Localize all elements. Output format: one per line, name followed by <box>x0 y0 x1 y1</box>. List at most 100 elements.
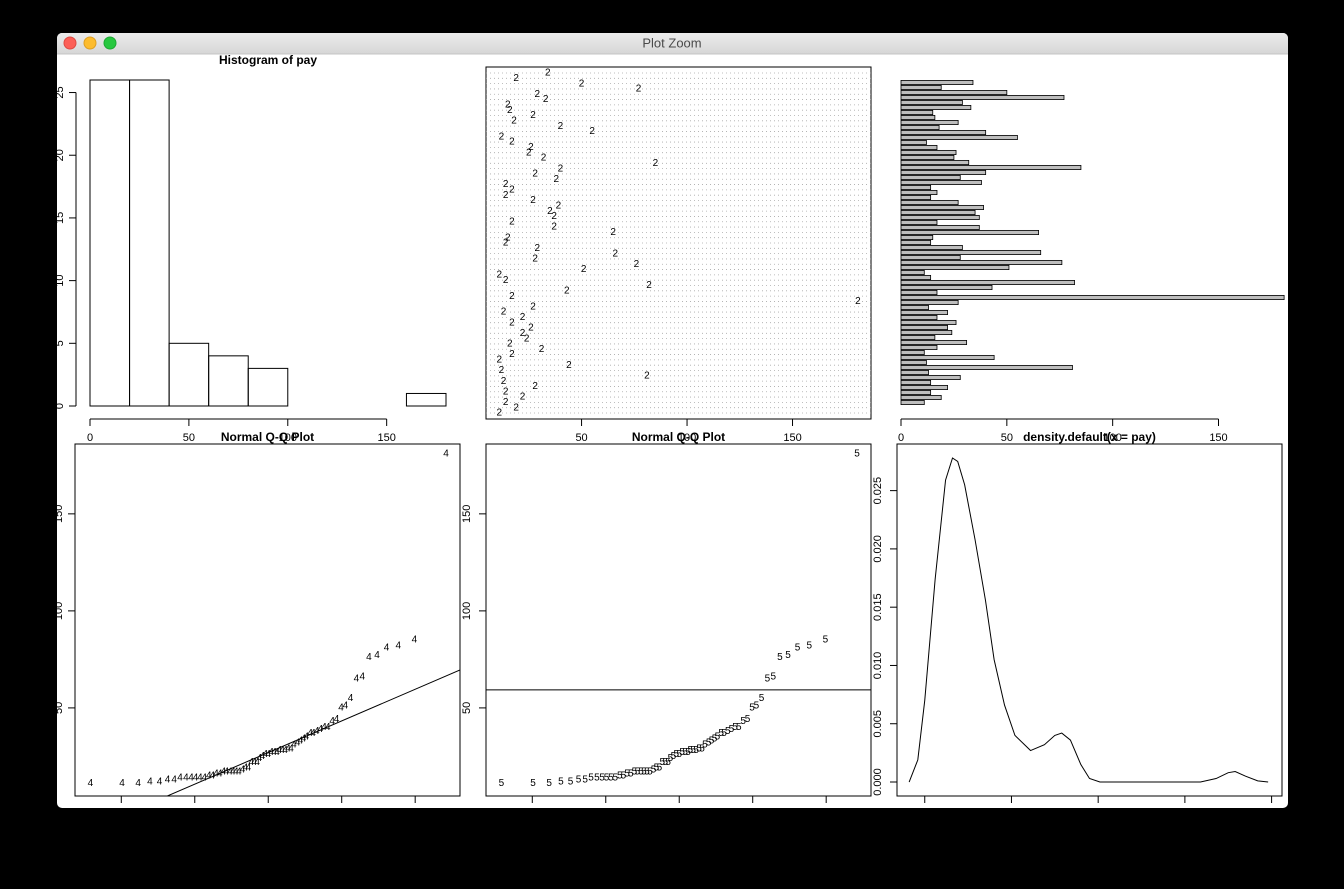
y-tick-label: 100 <box>461 602 473 620</box>
qq-point: 4 <box>343 701 349 712</box>
bar <box>900 369 929 375</box>
dot-marker: 2 <box>497 270 503 281</box>
bar <box>900 224 980 230</box>
qq-point: 5 <box>613 772 619 783</box>
bar <box>900 194 932 200</box>
x-tick-label: 50 <box>1001 432 1013 444</box>
qq-point: 5 <box>706 737 712 748</box>
y-tick-label: 0.010 <box>872 652 884 680</box>
qq-point: 5 <box>668 753 674 764</box>
bar <box>900 85 942 91</box>
dot-marker: 2 <box>545 68 551 79</box>
chart-title: Histogram of pay <box>219 53 317 67</box>
plot-box <box>74 443 461 797</box>
bar <box>900 289 938 295</box>
qq-point: 4 <box>171 774 177 785</box>
qq-point: 5 <box>745 714 751 725</box>
dot-marker: 2 <box>509 349 515 360</box>
bar <box>900 144 938 150</box>
dot-marker: 2 <box>511 115 517 126</box>
dot-marker: 2 <box>505 232 511 243</box>
qq-point: 4 <box>236 767 242 778</box>
qq-point: 5 <box>785 650 791 661</box>
bar <box>900 334 936 340</box>
bar <box>900 80 974 86</box>
qq-point: 4 <box>88 778 94 789</box>
dot-marker: 2 <box>534 89 540 100</box>
y-tick-label: 0.005 <box>872 710 884 738</box>
bar <box>900 164 1082 170</box>
qq-point: 4 <box>295 737 301 748</box>
x-tick-label: 150 <box>377 432 395 444</box>
qq-point: 4 <box>282 745 288 756</box>
bar <box>900 384 948 390</box>
qq-point: 4 <box>251 757 257 768</box>
x-tick-label: 0 <box>898 432 904 444</box>
qq-point: 4 <box>412 635 418 646</box>
qq-point: 4 <box>119 778 125 789</box>
dot-marker: 2 <box>539 344 545 355</box>
panel: 0 50 100 150 <box>898 80 1285 444</box>
dot-marker: 2 <box>532 169 538 180</box>
dot-marker: 2 <box>501 376 507 387</box>
bar <box>900 189 938 195</box>
dot-marker: 2 <box>636 84 642 95</box>
bar <box>900 264 1010 270</box>
bar <box>900 304 929 310</box>
dot-marker: 2 <box>558 121 564 132</box>
bar <box>900 349 925 355</box>
qq-point: 5 <box>732 722 738 733</box>
qq-point: 4 <box>354 673 360 684</box>
qq-point: 4 <box>325 722 331 733</box>
qq-point: 5 <box>696 743 702 754</box>
dot-marker: 2 <box>509 291 515 302</box>
y-tick-label: 50 <box>53 702 65 714</box>
zoom-button[interactable] <box>103 36 117 50</box>
qq-point: 5 <box>638 767 644 778</box>
qq-point: 5 <box>576 774 582 785</box>
qq-point: 5 <box>679 747 685 758</box>
qq-point: 5 <box>568 776 574 787</box>
qq-point: 5 <box>651 765 657 776</box>
qq-point: 4 <box>301 734 307 745</box>
qq-point: 4 <box>213 769 219 780</box>
bar <box>900 399 925 405</box>
dot-marker: 2 <box>855 296 861 307</box>
close-button[interactable] <box>63 36 77 50</box>
qq-point: 4 <box>230 767 236 778</box>
qq-point: 5 <box>674 749 680 760</box>
dot-marker: 2 <box>520 328 526 339</box>
qq-point: 5 <box>690 745 696 756</box>
bar <box>900 364 1073 370</box>
qq-point: 5 <box>740 716 746 727</box>
dot-marker: 2 <box>547 206 553 217</box>
dot-marker: 2 <box>526 147 532 158</box>
y-tick-label: 0.020 <box>872 535 884 563</box>
bar <box>900 204 984 210</box>
qq-point: 4 <box>329 716 335 727</box>
qq-point: 5 <box>608 772 614 783</box>
bar <box>900 219 938 225</box>
dot-marker: 2 <box>543 94 549 105</box>
bar <box>900 90 1008 96</box>
qq-point: 4 <box>384 642 390 653</box>
qq-point: 4 <box>240 765 246 776</box>
bar <box>900 254 961 260</box>
qq-point: 5 <box>632 767 638 778</box>
qq-point: 5 <box>647 767 653 778</box>
qq-point: 4 <box>310 728 316 739</box>
qq-point: 5 <box>754 701 760 712</box>
minimize-button[interactable] <box>83 36 97 50</box>
qq-point: 5 <box>709 736 715 747</box>
qq-point: 4 <box>147 776 153 787</box>
dot-marker: 2 <box>589 126 595 137</box>
plot-box <box>896 443 1283 797</box>
qq-point: 4 <box>338 703 344 714</box>
histogram-bar <box>247 367 289 407</box>
bar <box>900 110 934 116</box>
dot-marker: 2 <box>646 280 652 291</box>
dot-marker: 2 <box>503 190 509 201</box>
qq-point: 4 <box>285 743 291 754</box>
dot-marker: 2 <box>564 285 570 296</box>
